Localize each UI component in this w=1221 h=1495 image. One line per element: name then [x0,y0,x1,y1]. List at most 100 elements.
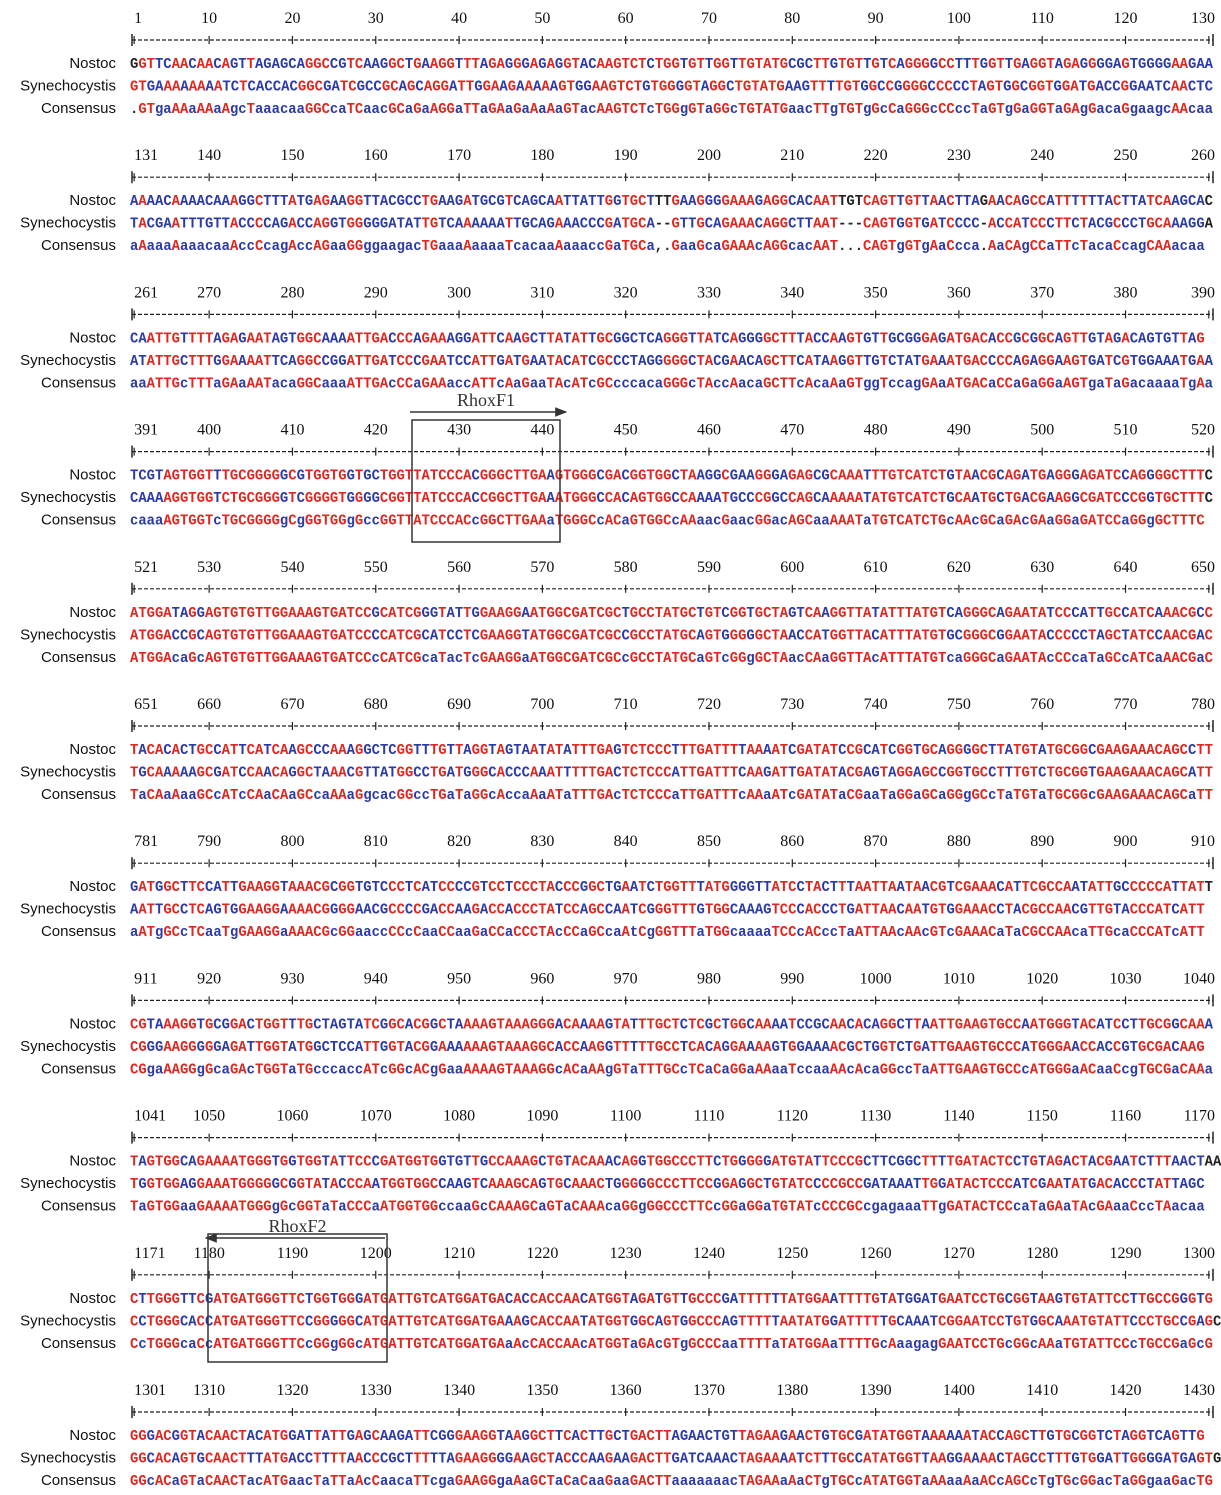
residue-run: CC [388,924,405,941]
position-label: 760 [1030,696,1054,713]
residue-run: TTAT [363,765,396,782]
position-label: 590 [697,559,721,576]
residue-run: G [1030,330,1038,347]
residue-run: ga [1088,375,1105,392]
residue-run: TTGCT [638,1016,680,1033]
residue-run: G [696,238,704,255]
residue-run: ca [330,101,347,118]
residue-run: AATGTATT [1063,1313,1130,1330]
residue-run: C [472,490,480,507]
residue-run: A [138,238,146,255]
residue-run: a [347,1473,355,1490]
residue-run: GA [1088,353,1105,370]
residue-run: GCGA [1138,1039,1171,1056]
residue-run: TCTCCC [622,742,672,759]
residue-run: C [188,56,196,73]
residue-run: TA [696,353,713,370]
residue-run: CCCTA [513,879,555,896]
residue-run: a [913,787,921,804]
sequence-name: Consensus [41,374,116,391]
residue-run: T [630,1016,638,1033]
residue-run: AC [155,1451,172,1468]
residue-run: T [563,1154,571,1171]
residue-run: A [555,216,563,233]
residue-run: TGT [838,56,863,73]
sequence-name: Consensus [41,237,116,254]
residue-run: T [880,375,888,392]
residue-run: TCTCCC [622,787,672,804]
residue-run: CA [688,1039,705,1056]
residue-run: AC [1096,1039,1113,1056]
sequence-name: Synechocystis [20,489,116,506]
residue-run: C [788,742,796,759]
residue-run: TGC [830,1473,855,1490]
residue-run: A [172,238,180,255]
residue-run: ca [1113,924,1130,941]
residue-run: a [1121,513,1129,530]
residue-run: GT [613,1061,630,1078]
residue-run: AAT [813,216,838,233]
residue-run: CT [1138,1154,1155,1171]
residue-run: TC [222,79,239,96]
residue-run: A [463,238,471,255]
residue-run: GCTA [755,627,788,644]
residue-run: AA [1171,56,1188,73]
residue-run: TAGAA [738,1451,780,1468]
residue-run: AA [164,79,181,96]
residue-run: AA [588,1451,605,1468]
residue-run: a [821,650,829,667]
residue-run: GAAGG [455,1451,497,1468]
residue-run: a [696,650,704,667]
residue-run: T [280,879,288,896]
residue-run: G [472,1199,480,1216]
residue-run: ATTG [147,353,180,370]
position-label: 1070 [360,1108,392,1125]
residue-run: ga [147,1061,164,1078]
residue-run: C [680,1016,688,1033]
position-label: 210 [780,147,804,164]
residue-run: ATGATGGGTTC [213,1313,305,1330]
residue-run: GG [147,1039,164,1056]
residue-run: a [1046,238,1054,255]
position-label: 70 [701,10,717,27]
sequence-name: Nostoc [69,1427,116,1444]
residue-run: T [1171,879,1179,896]
residue-run: TGCGGGG [222,468,280,485]
residue-run: acaa [1171,238,1204,255]
residue-run: G [938,1176,946,1193]
residue-run: T [555,1428,563,1445]
residue-run: TGCTTT [1155,490,1205,507]
residue-run: GT [705,605,722,622]
residue-run: GG [1130,1451,1147,1468]
sequence-row: TACGAATTTGTTACCCCAGACCAGGTGGGGGATATTGTCA… [130,216,1213,233]
residue-run: GA [488,56,505,73]
residue-run: CCT [1121,216,1146,233]
residue-run: TT [813,101,830,118]
residue-run: aca [1088,238,1113,255]
residue-run: C [413,902,421,919]
residue-run: GG [313,1291,330,1308]
residue-run: g [347,513,355,530]
residue-run: A [197,1428,205,1445]
residue-run: CT [896,1016,913,1033]
position-label: 1320 [276,1382,308,1399]
residue-run: GCTA [755,605,788,622]
residue-run: A [1121,330,1129,347]
residue-run: GC [297,765,314,782]
residue-run: C [855,1451,863,1468]
residue-run: a [563,787,571,804]
residue-run: GGTGG [305,513,347,530]
residue-run: C [928,79,936,96]
sequence-row: aAaaaAaaacaaAccCcagAccAGaaGGggaagacTGaaa… [130,238,1205,255]
residue-run: T [263,742,271,759]
position-label: 690 [447,696,471,713]
residue-run: A [422,56,430,73]
residue-run: TG [1080,1451,1097,1468]
residue-run: ca [180,1336,197,1353]
residue-run: T [463,650,471,667]
residue-run: C [297,490,305,507]
residue-run: CA [813,490,830,507]
residue-run: GGTTT [655,924,697,941]
residue-run: T [322,1176,330,1193]
residue-run: G [130,879,138,896]
